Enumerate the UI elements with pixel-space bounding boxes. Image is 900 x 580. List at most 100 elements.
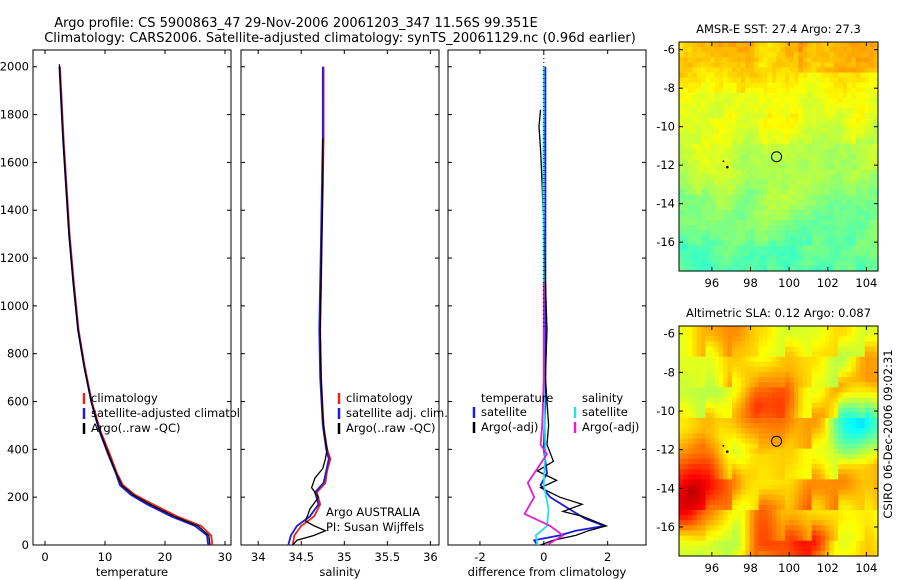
map-cell	[705, 484, 711, 491]
map-cell	[851, 372, 857, 378]
map-cell	[767, 356, 773, 363]
map-cell	[793, 230, 799, 236]
map-cell	[873, 428, 879, 434]
map-cell	[811, 240, 817, 247]
map-cell	[740, 164, 746, 170]
map-cell	[754, 361, 760, 368]
map-cell	[864, 42, 870, 48]
map-cell	[767, 77, 773, 84]
map-cell	[789, 108, 795, 114]
panels: 0 10 20 30020040060080010001200140016001800…	[0, 22, 879, 579]
map-cell	[864, 535, 870, 542]
map-cell	[798, 52, 804, 58]
map-cell	[869, 143, 875, 150]
map-cell	[780, 230, 786, 236]
map-cell	[714, 407, 720, 414]
map-cell	[851, 189, 857, 196]
map-cell	[785, 397, 791, 404]
map-cell	[807, 479, 813, 486]
map-cell	[847, 412, 853, 419]
map-cell	[714, 443, 720, 450]
map-cell	[847, 77, 853, 84]
map-cell	[798, 184, 804, 191]
map-cell	[864, 103, 870, 109]
map-cell	[740, 77, 746, 84]
map-cell	[696, 535, 702, 542]
map-cell	[807, 148, 813, 155]
map-cell	[829, 47, 835, 53]
map-cell	[754, 123, 760, 130]
map-cell	[829, 418, 835, 424]
map-cell	[701, 448, 707, 455]
map-cell	[789, 209, 795, 216]
map-cell	[745, 118, 751, 125]
map-cell	[864, 133, 870, 140]
map-cell	[683, 458, 689, 465]
map-cell	[820, 448, 826, 455]
map-cell	[767, 255, 773, 262]
map-cell	[842, 133, 848, 140]
map-cell	[701, 540, 707, 547]
map-cell	[736, 356, 742, 363]
map-cell	[869, 215, 875, 221]
map-cell	[727, 438, 733, 445]
map-cell	[785, 164, 791, 170]
map-cell	[701, 138, 707, 145]
map-cell	[687, 366, 693, 373]
map-cell	[833, 438, 839, 445]
map-cell	[758, 397, 764, 404]
map-cell	[745, 387, 751, 394]
map-cell	[820, 133, 826, 140]
map-cell	[811, 108, 817, 114]
map-cell	[692, 67, 698, 74]
map-cell	[798, 326, 804, 332]
map-cell	[842, 103, 848, 109]
map-cell	[824, 423, 830, 429]
map-cell	[824, 504, 830, 511]
map-cell	[860, 356, 866, 363]
map-cell	[789, 392, 795, 399]
map-cell	[723, 402, 729, 409]
map-cell	[679, 453, 685, 460]
map-cell	[820, 87, 826, 94]
map-cell	[838, 255, 844, 262]
map-cell	[824, 194, 830, 201]
map-cell	[749, 169, 755, 175]
map-cell	[864, 199, 870, 206]
map-cell	[807, 77, 813, 84]
map-cell	[745, 153, 751, 160]
map-cell	[789, 204, 795, 211]
map-cell	[714, 448, 720, 455]
map-cell	[833, 433, 839, 440]
map-cell	[873, 438, 879, 445]
map-cell	[771, 453, 777, 460]
map-cell	[683, 469, 689, 475]
map-cell	[718, 458, 724, 465]
map-cell	[683, 209, 689, 216]
map-cell	[860, 484, 866, 491]
map-cell	[829, 535, 835, 542]
map-cell	[701, 402, 707, 409]
map-cell	[763, 57, 769, 63]
map-cell	[816, 479, 822, 486]
map-cell	[696, 331, 702, 337]
map-cell	[811, 515, 817, 521]
map-cell	[847, 245, 853, 252]
map-cell	[873, 153, 879, 160]
map-cell	[855, 336, 861, 342]
map-cell	[745, 199, 751, 206]
map-cell	[864, 47, 870, 53]
map-cell	[763, 510, 769, 516]
map-cell	[701, 361, 707, 368]
map-cell	[709, 515, 715, 521]
map-cell	[692, 377, 698, 383]
map-cell	[692, 97, 698, 104]
map-cell	[807, 250, 813, 257]
map-cell	[749, 67, 755, 74]
map-cell	[785, 489, 791, 496]
map-cell	[749, 174, 755, 180]
map-cell	[807, 453, 813, 460]
map-cell	[869, 67, 875, 74]
map-cell	[687, 118, 693, 125]
map-cell	[714, 550, 720, 557]
